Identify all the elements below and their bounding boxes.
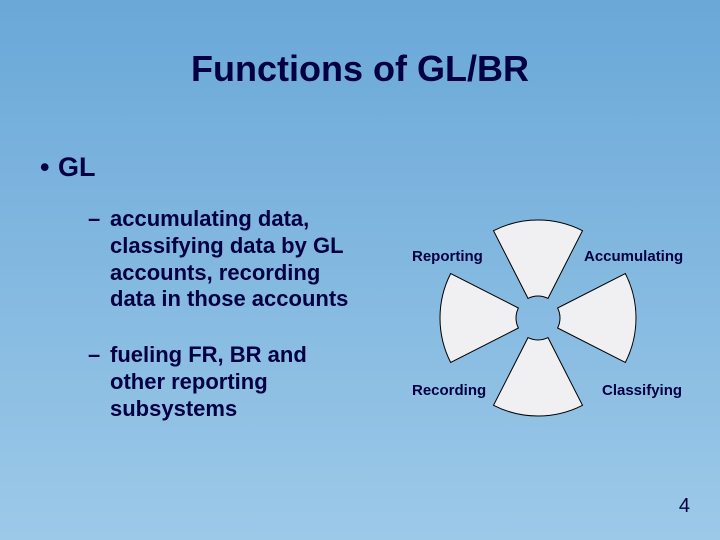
diagram-label: Classifying [602,382,682,399]
bullet-level2-item-1: – accumulating data, classifying data by… [110,206,360,313]
diagram-wedge [440,274,518,363]
bullet-l1-text: GL [58,152,96,182]
bullet-dot-icon: • [40,152,58,183]
slide-title: Functions of GL/BR [0,0,720,90]
diagram-label: Recording [412,382,486,399]
diagram-wedge [494,338,583,416]
wedge-diagram-svg [398,198,678,458]
diagram-wedge [558,274,636,363]
diagram-wedge [494,220,583,298]
diagram-label: Reporting [412,248,483,265]
diagram-label: Accumulating [584,248,683,265]
bullet-dash-icon: – [88,206,100,233]
bullet-dash-icon: – [88,342,100,369]
bullet-level2-item-2: – fueling FR, BR and other reporting sub… [110,342,360,422]
bullet-l2a-text: accumulating data, classifying data by G… [110,206,348,311]
bullet-l2b-text: fueling FR, BR and other reporting subsy… [110,342,307,421]
page-number: 4 [679,495,690,518]
gl-cycle-diagram: ReportingAccumulatingClassifyingRecordin… [398,198,678,458]
bullet-level1-gl: •GL [40,152,96,183]
